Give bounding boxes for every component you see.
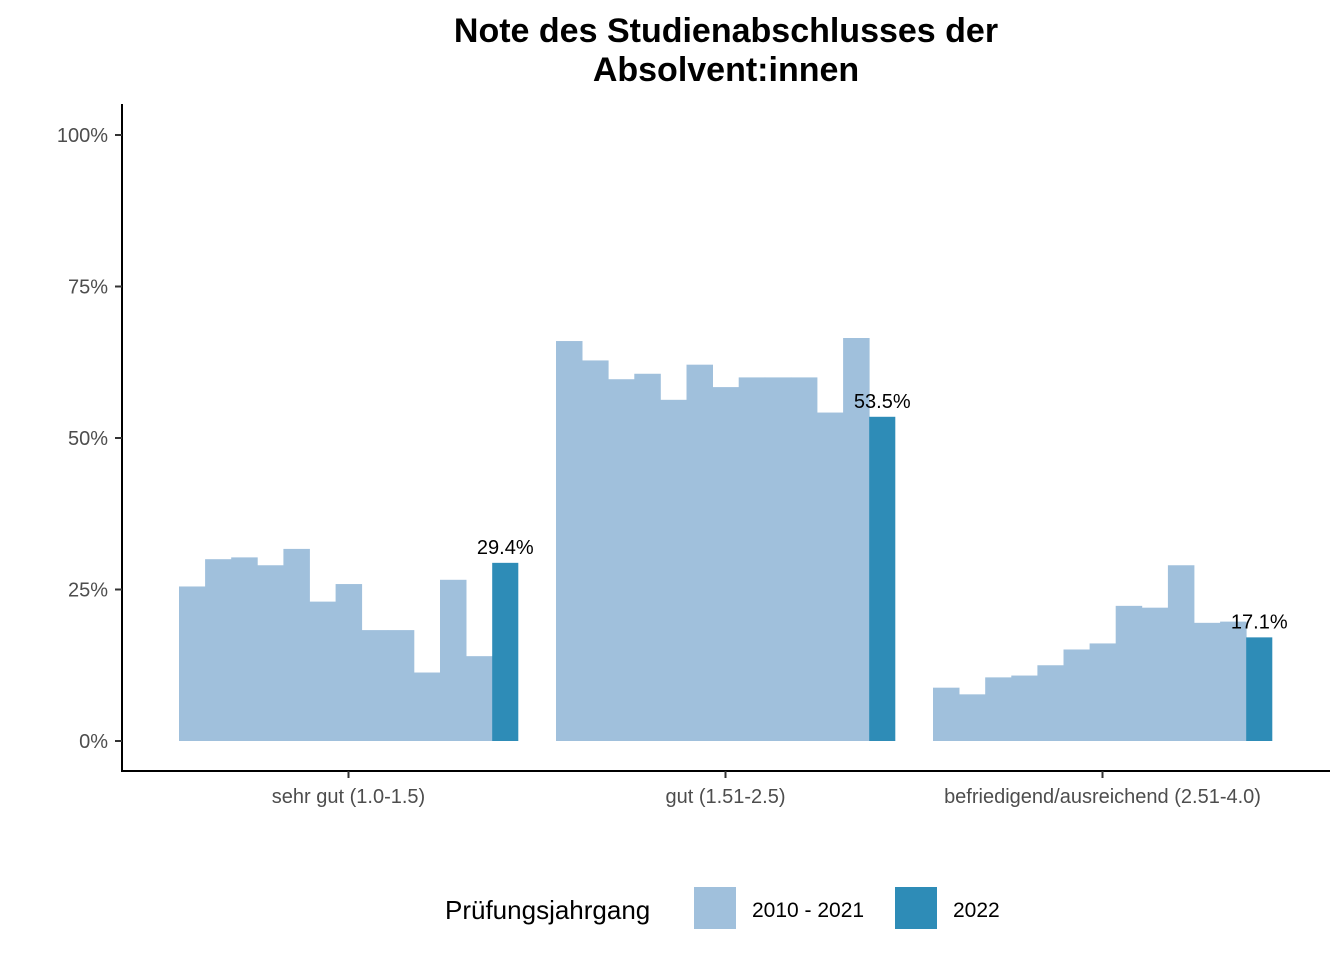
legend-swatch-2010-2021 [694,887,736,929]
bar-2010-2021-group-2-2 [582,360,609,741]
bar-2010-2021-group-1-7 [335,584,363,741]
bar-2010-2021-group-3-11 [1194,622,1221,741]
bar-2010-2021-group-3-12 [1220,621,1247,741]
legend-title: Prüfungsjahrgang [445,895,650,925]
bar-2010-2021-group-2-6 [686,364,713,741]
bars-layer [179,338,1273,741]
bar-2010-2021-group-1-4 [257,565,284,741]
bar-2010-2021-group-3-4 [1011,675,1038,741]
bar-2010-2021-group-3-1 [933,687,960,741]
bar-2010-2021-group-3-8 [1115,605,1143,741]
data-label-2022-group-2: 53.5% [854,391,911,413]
legend-label-2022: 2022 [953,899,1000,922]
bar-2010-2021-group-1-2 [205,559,232,741]
bar-2010-2021-group-2-4 [634,373,661,741]
x-ticks-layer: sehr gut (1.0-1.5) gut (1.51-2.5) befriedi… [272,771,1261,808]
chart-title-line-1: Note des Studienabschlusses der [454,12,998,50]
bar-2010-2021-group-1-9 [387,630,415,741]
bar-2010-2021-group-3-9 [1141,607,1169,741]
bar-2010-2021-group-1-1 [179,586,206,741]
y-tick-label-0: 0% [79,731,108,753]
bar-2010-2021-group-2-5 [660,399,687,741]
legend-swatch-2022 [895,887,937,929]
bar-2010-2021-group-2-8 [738,377,766,741]
bar-2010-2021-group-1-12 [466,656,493,741]
bar-2010-2021-group-3-3 [985,677,1012,741]
y-tick-label-75: 75% [68,277,108,299]
bar-2010-2021-group-2-9 [764,377,792,741]
bar-2010-2021-group-2-11 [817,412,844,741]
bar-2010-2021-group-3-6 [1063,649,1090,741]
bar-2010-2021-group-1-5 [283,548,310,741]
bar-2010-2021-group-2-7 [712,387,740,741]
data-label-2022-group-3: 17.1% [1231,611,1288,633]
chart-title-line-2: Absolvent:innen [593,51,859,89]
bar-2010-2021-group-1-8 [361,630,389,741]
x-tick-label-1: sehr gut (1.0-1.5) [272,786,425,808]
chart-title: Note des Studienabschlusses der Absolven… [454,12,998,89]
bar-2022-group-2 [869,416,896,741]
x-tick-label-2: gut (1.51-2.5) [665,786,785,808]
bar-2022-group-1 [492,562,519,741]
bar-2010-2021-group-3-5 [1037,665,1064,741]
bar-2010-2021-group-1-10 [413,672,441,741]
bar-2010-2021-group-2-1 [556,341,583,741]
y-tick-label-50: 50% [68,428,108,450]
data-label-2022-group-1: 29.4% [477,537,534,559]
bar-2010-2021-group-3-7 [1089,643,1117,741]
bar-2010-2021-group-3-2 [959,694,986,741]
y-tick-label-100: 100% [57,125,108,147]
x-tick-label-3: befriedigend/ausreichend (2.51-4.0) [944,786,1261,808]
bar-2010-2021-group-2-10 [790,377,818,741]
legend: Prüfungsjahrgang 2010 - 2021 2022 [445,887,1000,929]
y-tick-label-25: 25% [68,580,108,602]
bar-2010-2021-group-1-6 [309,601,336,741]
bar-2010-2021-group-1-3 [231,557,258,741]
bar-2010-2021-group-2-3 [608,379,635,741]
data-labels-layer: 29.4% 53.5% 17.1% [477,391,1288,634]
y-ticks-layer: 0% 25% 50% 75% 100% [57,125,122,753]
bar-2010-2021-group-1-11 [440,579,467,741]
legend-label-2010-2021: 2010 - 2021 [752,899,864,922]
bar-2010-2021-group-3-10 [1167,565,1195,741]
bar-2010-2021-group-2-12 [843,338,870,741]
bar-2022-group-3 [1246,637,1273,741]
